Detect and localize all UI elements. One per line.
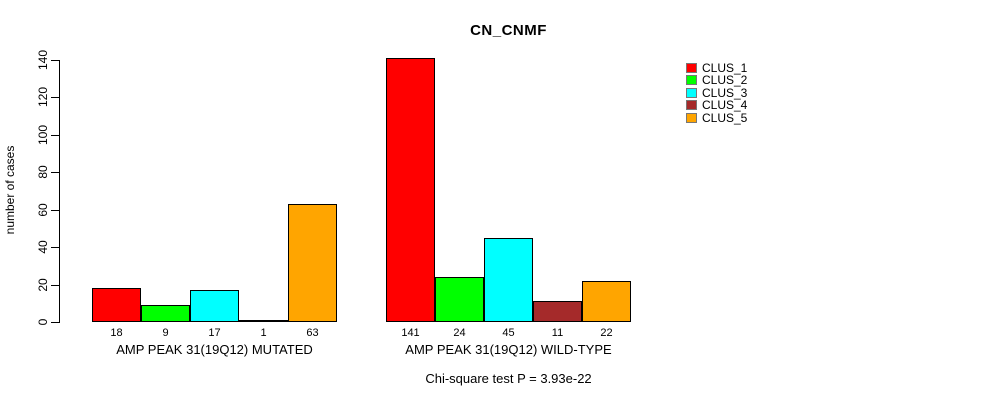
group-label-1: AMP PEAK 31(19Q12) MUTATED	[116, 342, 313, 357]
bar-value-label: 9	[162, 327, 169, 339]
legend-swatch-clus_5	[686, 112, 697, 123]
legend-label-clus_1: CLUS_1	[702, 61, 748, 75]
y-axis-tick	[51, 172, 59, 173]
y-axis-tick	[51, 322, 59, 323]
bar-clus_3-group1	[190, 290, 239, 322]
y-axis-tick-label: 80	[36, 165, 50, 179]
bar-value-label: 18	[110, 327, 123, 339]
legend-label-clus_3: CLUS_3	[702, 85, 748, 100]
y-axis-tick-label: 40	[36, 240, 50, 254]
y-axis-label: number of cases	[3, 145, 17, 235]
legend-label-clus_4: CLUS_4	[702, 98, 748, 113]
legend-swatch-clus_3	[686, 87, 697, 98]
chi-square-annotation: Chi-square test P = 3.93e-22	[425, 371, 592, 386]
y-axis-tick	[51, 285, 59, 286]
bar-clus_2-group2	[435, 277, 484, 322]
bar-clus_1-group2	[386, 58, 435, 322]
bar-clus_3-group2	[484, 238, 533, 322]
bar-value-label: 1	[260, 327, 267, 339]
bar-clus_1-group1	[92, 288, 141, 322]
bar-clus_4-group1	[239, 320, 288, 322]
y-axis-tick	[51, 60, 59, 61]
y-axis-tick-label: 0	[36, 318, 50, 326]
y-axis-tick-label: 140	[36, 49, 50, 71]
y-axis-line	[59, 60, 60, 323]
bar-clus_2-group1	[141, 305, 190, 322]
legend-label-clus_5: CLUS_5	[702, 110, 748, 125]
legend-swatch-clus_4	[686, 100, 697, 111]
y-axis-tick-label: 60	[36, 203, 50, 217]
bar-clus_4-group2	[533, 301, 582, 322]
bar-clus_5-group2	[582, 281, 631, 322]
y-axis-tick	[51, 247, 59, 248]
y-axis-tick-label: 120	[36, 86, 50, 108]
y-axis-tick-label: 100	[36, 124, 50, 146]
y-axis-tick	[51, 210, 59, 211]
legend-swatch-clus_1	[686, 63, 697, 73]
bar-value-label: 22	[600, 327, 613, 339]
legend-label-clus_2: CLUS_2	[702, 73, 748, 88]
bar-value-label: 141	[401, 327, 420, 339]
bar-value-label: 63	[306, 327, 319, 339]
bar-value-label: 45	[502, 327, 515, 339]
bar-value-label: 17	[208, 327, 221, 339]
bar-clus_5-group1	[288, 204, 337, 322]
bar-value-label: 11	[551, 327, 564, 339]
y-axis-tick	[51, 97, 59, 98]
bar-value-label: 24	[453, 327, 466, 339]
y-axis-tick	[51, 135, 59, 136]
group-label-2: AMP PEAK 31(19Q12) WILD-TYPE	[405, 342, 612, 357]
y-axis-tick-label: 20	[36, 278, 50, 292]
chart-title: CN_CNMF	[470, 22, 547, 39]
legend-swatch-clus_2	[686, 75, 697, 86]
